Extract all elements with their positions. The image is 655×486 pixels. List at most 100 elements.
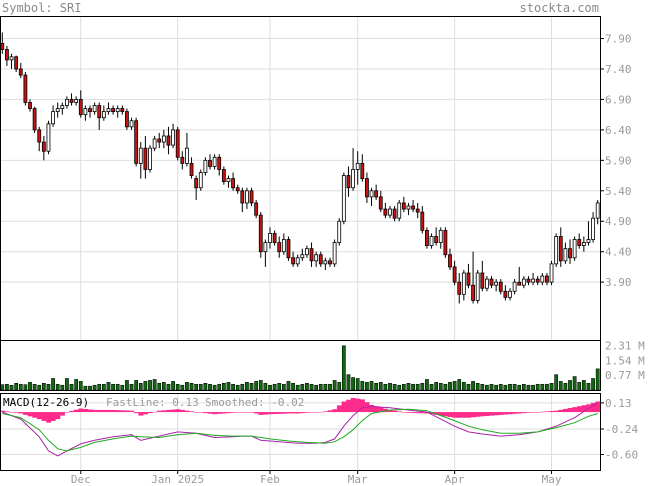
macd-histogram-bar xyxy=(4,411,10,413)
volume-bar xyxy=(521,383,526,391)
macd-histogram-bar xyxy=(350,397,356,413)
macd-histogram-bar xyxy=(480,412,485,417)
candle-body xyxy=(406,205,411,210)
macd-histogram-bar xyxy=(27,412,33,417)
candle-body xyxy=(166,135,171,146)
candle-body xyxy=(415,208,420,213)
volume-bar xyxy=(194,383,199,391)
candle-body xyxy=(365,178,369,198)
macd-histogram-bar xyxy=(516,412,522,414)
volume-bar xyxy=(203,383,208,391)
volume-bar xyxy=(5,383,9,391)
volume-bar xyxy=(263,383,268,391)
macd-histogram-bar xyxy=(152,411,158,413)
candle-body xyxy=(526,278,531,283)
macd-histogram-bar xyxy=(567,408,573,413)
panel-frame xyxy=(0,393,601,471)
symbol-title: Symbol: SRI xyxy=(2,1,82,15)
volume-bar xyxy=(489,383,494,391)
price-tick-label: 7.90 xyxy=(605,33,632,46)
volume-bar xyxy=(558,381,563,391)
volume-bar xyxy=(221,383,226,391)
volume-bar xyxy=(549,383,554,391)
macd-histogram-bar xyxy=(156,410,162,413)
candle-body xyxy=(485,278,489,289)
volume-bar xyxy=(175,383,180,391)
volume-bar xyxy=(60,384,65,391)
macd-histogram-bar xyxy=(193,412,199,413)
candle-body xyxy=(88,108,92,113)
volume-bar xyxy=(55,383,60,391)
volume-bar xyxy=(351,377,355,391)
volume-bar xyxy=(406,383,411,391)
volume-bar xyxy=(272,383,277,391)
candle-body xyxy=(581,242,586,247)
macd-histogram-bar xyxy=(447,412,453,418)
candle-body xyxy=(443,229,448,256)
macd-histogram-bar xyxy=(327,410,333,413)
volume-bar xyxy=(300,383,305,391)
volume-bar xyxy=(383,383,388,391)
volume-bar xyxy=(512,383,517,391)
macd-histogram-bar xyxy=(101,409,107,413)
candle-body xyxy=(498,281,503,292)
macd-tick-label: -0.24 xyxy=(605,423,638,436)
x-tick-label: May xyxy=(542,473,562,486)
macd-histogram-bar xyxy=(198,412,204,413)
macd-histogram-bar xyxy=(129,410,135,413)
x-tick-label: Feb xyxy=(260,473,280,486)
volume-bar xyxy=(378,382,383,391)
candle-body xyxy=(37,129,42,143)
candle-body xyxy=(318,254,323,265)
volume-bar xyxy=(180,384,185,391)
macd-histogram-bar xyxy=(498,412,504,415)
candle-body xyxy=(28,102,32,109)
volume-bar xyxy=(212,384,217,391)
volume-bar xyxy=(235,384,240,391)
macd-histogram-bar xyxy=(207,412,213,414)
candle-body xyxy=(595,202,600,219)
candle-body xyxy=(0,43,5,50)
candle-body xyxy=(337,220,342,243)
candle-body xyxy=(471,284,475,301)
volume-bar xyxy=(586,383,591,391)
candle-body xyxy=(420,211,425,231)
macd-histogram-bar xyxy=(470,412,476,418)
candle-body xyxy=(268,233,272,243)
candle-body xyxy=(549,263,554,283)
volume-bar xyxy=(392,383,397,391)
volume-bar xyxy=(595,368,600,391)
macd-histogram-bar xyxy=(69,410,75,413)
volume-bar xyxy=(138,383,143,391)
macd-histogram-bar xyxy=(272,412,278,415)
macd-histogram-bar xyxy=(336,405,342,413)
candle-body xyxy=(591,217,595,240)
macd-histogram-bar xyxy=(36,412,42,420)
macd-histogram-bar xyxy=(276,412,282,414)
candle-body xyxy=(221,169,226,183)
macd-fast-label: FastLine: 0.13 xyxy=(106,396,199,409)
macd-histogram-bar xyxy=(535,412,541,413)
candle-body xyxy=(9,56,14,61)
macd-histogram-bar xyxy=(267,412,273,415)
candle-body xyxy=(429,236,434,247)
volume-bar xyxy=(365,382,369,391)
volume-bar xyxy=(41,383,46,391)
axis-labels: 7.90 7.40 6.90 6.40 5.90 5.40 4.90 4.40 3.90 2.31… xyxy=(71,33,645,486)
volume-bar xyxy=(572,376,577,391)
price-tick-label: 5.90 xyxy=(605,154,632,167)
volume-bar xyxy=(277,383,282,391)
candle-body xyxy=(212,156,217,167)
price-tick-label: 5.40 xyxy=(605,185,632,198)
macd-histogram-bar xyxy=(484,412,490,416)
candle-body xyxy=(291,257,295,265)
macd-histogram-bar xyxy=(216,412,222,414)
volume-bar xyxy=(157,383,162,391)
volume-bar xyxy=(286,381,291,391)
macd-histogram-bar xyxy=(576,406,582,413)
volume-bar xyxy=(46,383,51,391)
macd-histogram-bar xyxy=(106,409,112,413)
candle-body xyxy=(231,178,235,189)
macd-histogram-bar xyxy=(443,412,448,417)
macd-histogram-bar xyxy=(521,412,527,414)
